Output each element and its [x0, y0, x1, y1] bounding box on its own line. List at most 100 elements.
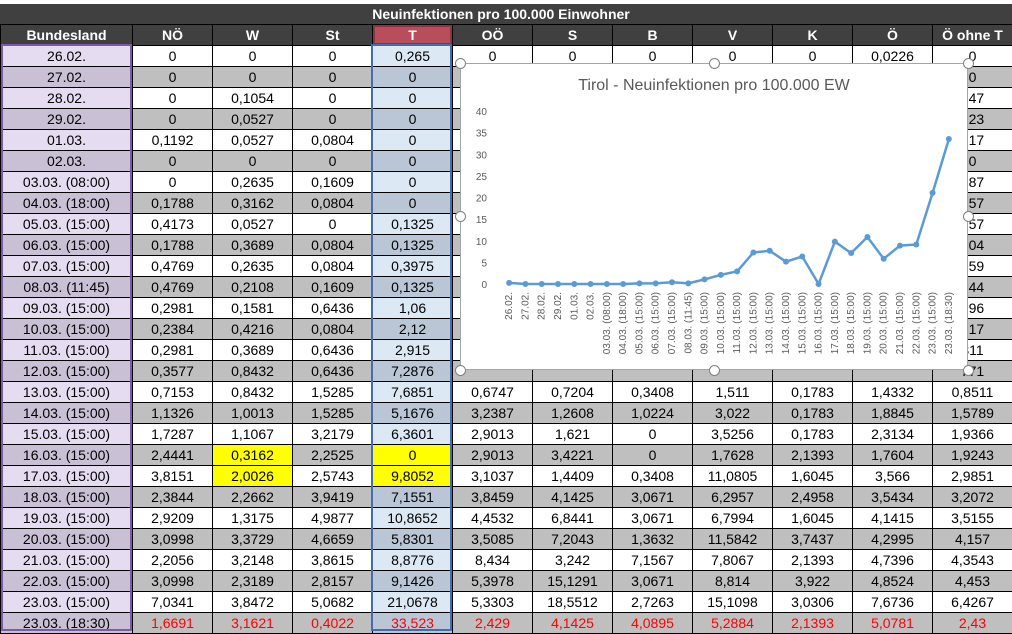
table-cell[interactable]: 6,4267: [933, 592, 1012, 613]
table-cell[interactable]: 7,2876: [373, 361, 453, 382]
table-cell[interactable]: 7,1551: [373, 487, 453, 508]
table-cell[interactable]: 0: [373, 67, 453, 88]
table-cell[interactable]: 3,9419: [293, 487, 373, 508]
row-label-cell[interactable]: 15.03. (15:00): [1, 424, 133, 445]
table-cell[interactable]: 1,5285: [293, 403, 373, 424]
table-cell[interactable]: 7,8067: [693, 550, 773, 571]
table-cell[interactable]: 4,1415: [853, 508, 933, 529]
table-cell[interactable]: 2,8157: [293, 571, 373, 592]
table-cell[interactable]: 2,9209: [133, 508, 213, 529]
table-cell[interactable]: 2,2056: [133, 550, 213, 571]
table-cell[interactable]: 2,915: [373, 340, 453, 361]
table-cell[interactable]: 0,2981: [133, 298, 213, 319]
table-cell[interactable]: 5,1676: [373, 403, 453, 424]
table-cell[interactable]: 0: [133, 151, 213, 172]
table-cell[interactable]: 1,1067: [213, 424, 293, 445]
row-label-cell[interactable]: 27.02.: [1, 67, 133, 88]
table-cell[interactable]: 4,6659: [293, 529, 373, 550]
table-cell[interactable]: 1,7287: [133, 424, 213, 445]
table-cell[interactable]: 0,1609: [293, 172, 373, 193]
row-label-cell[interactable]: 05.03. (15:00): [1, 214, 133, 235]
table-cell[interactable]: 0: [293, 67, 373, 88]
table-cell[interactable]: 8,8776: [373, 550, 453, 571]
table-cell[interactable]: 1,4332: [853, 382, 933, 403]
table-cell[interactable]: 0: [373, 130, 453, 151]
table-cell[interactable]: 0,0804: [293, 235, 373, 256]
table-cell[interactable]: 1,7604: [853, 445, 933, 466]
table-cell[interactable]: 0,0804: [293, 319, 373, 340]
table-cell[interactable]: 5,2884: [693, 613, 773, 634]
table-cell[interactable]: 0: [373, 151, 453, 172]
table-cell[interactable]: 2,9851: [933, 466, 1012, 487]
table-cell[interactable]: 0,1054: [213, 88, 293, 109]
table-cell[interactable]: 0: [133, 109, 213, 130]
table-cell[interactable]: 3,8459: [453, 487, 533, 508]
row-label-cell[interactable]: 11.03. (15:00): [1, 340, 133, 361]
column-header-11[interactable]: Ö ohne T: [933, 25, 1012, 46]
table-cell[interactable]: 3,8472: [213, 592, 293, 613]
table-cell[interactable]: 1,06: [373, 298, 453, 319]
table-cell[interactable]: 2,3844: [133, 487, 213, 508]
table-cell[interactable]: 3,2387: [453, 403, 533, 424]
table-cell[interactable]: 0,0527: [213, 214, 293, 235]
table-cell[interactable]: 5,3303: [453, 592, 533, 613]
table-cell[interactable]: 0,2635: [213, 172, 293, 193]
table-cell[interactable]: 0,265: [373, 46, 453, 67]
table-cell[interactable]: 1,6691: [133, 613, 213, 634]
table-cell[interactable]: 0: [133, 46, 213, 67]
table-cell[interactable]: 1,1326: [133, 403, 213, 424]
table-cell[interactable]: 3,3729: [213, 529, 293, 550]
table-cell[interactable]: 0: [213, 46, 293, 67]
table-cell[interactable]: 3,0306: [773, 592, 853, 613]
table-cell[interactable]: 0,2108: [213, 277, 293, 298]
row-label-cell[interactable]: 13.03. (15:00): [1, 382, 133, 403]
column-header-3[interactable]: St: [293, 25, 373, 46]
table-cell[interactable]: 0,1325: [373, 277, 453, 298]
column-header-0[interactable]: Bundesland: [1, 25, 133, 46]
table-cell[interactable]: 0,2635: [213, 256, 293, 277]
column-header-10[interactable]: Ö: [853, 25, 933, 46]
table-cell[interactable]: 0: [373, 193, 453, 214]
column-header-5[interactable]: OÖ: [453, 25, 533, 46]
table-cell[interactable]: 0: [293, 214, 373, 235]
table-cell[interactable]: 3,7437: [773, 529, 853, 550]
table-cell[interactable]: 2,4441: [133, 445, 213, 466]
column-header-4[interactable]: T: [373, 25, 453, 46]
table-cell[interactable]: 6,3601: [373, 424, 453, 445]
table-cell[interactable]: 2,1393: [773, 550, 853, 571]
table-cell[interactable]: 18,5512: [533, 592, 613, 613]
row-label-cell[interactable]: 17.03. (15:00): [1, 466, 133, 487]
table-cell[interactable]: 3,5155: [933, 508, 1012, 529]
column-header-8[interactable]: V: [693, 25, 773, 46]
row-label-cell[interactable]: 19.03. (15:00): [1, 508, 133, 529]
table-cell[interactable]: 7,0341: [133, 592, 213, 613]
table-cell[interactable]: 0: [293, 109, 373, 130]
table-cell[interactable]: 2,429: [453, 613, 533, 634]
table-cell[interactable]: 2,1393: [773, 445, 853, 466]
column-header-6[interactable]: S: [533, 25, 613, 46]
table-cell[interactable]: 1,0013: [213, 403, 293, 424]
table-cell[interactable]: 4,453: [933, 571, 1012, 592]
table-cell[interactable]: 0: [293, 151, 373, 172]
table-cell[interactable]: 0,6436: [293, 340, 373, 361]
table-cell[interactable]: 0,1325: [373, 214, 453, 235]
table-cell[interactable]: 1,8845: [853, 403, 933, 424]
table-cell[interactable]: 1,9366: [933, 424, 1012, 445]
table-cell[interactable]: 0,1192: [133, 130, 213, 151]
table-cell[interactable]: 4,2995: [853, 529, 933, 550]
table-cell[interactable]: 4,4532: [453, 508, 533, 529]
table-cell[interactable]: 0,3162: [213, 445, 293, 466]
column-header-1[interactable]: NÖ: [133, 25, 213, 46]
table-cell[interactable]: 3,8151: [133, 466, 213, 487]
table-cell[interactable]: 0,6436: [293, 298, 373, 319]
table-cell[interactable]: 3,1037: [453, 466, 533, 487]
table-cell[interactable]: 0: [213, 67, 293, 88]
table-cell[interactable]: 3,0671: [613, 571, 693, 592]
table-cell[interactable]: 0,4769: [133, 256, 213, 277]
table-cell[interactable]: 3,2148: [213, 550, 293, 571]
table-cell[interactable]: 5,0781: [853, 613, 933, 634]
row-label-cell[interactable]: 09.03. (15:00): [1, 298, 133, 319]
row-label-cell[interactable]: 29.02.: [1, 109, 133, 130]
table-cell[interactable]: 1,3175: [213, 508, 293, 529]
table-cell[interactable]: 3,922: [773, 571, 853, 592]
